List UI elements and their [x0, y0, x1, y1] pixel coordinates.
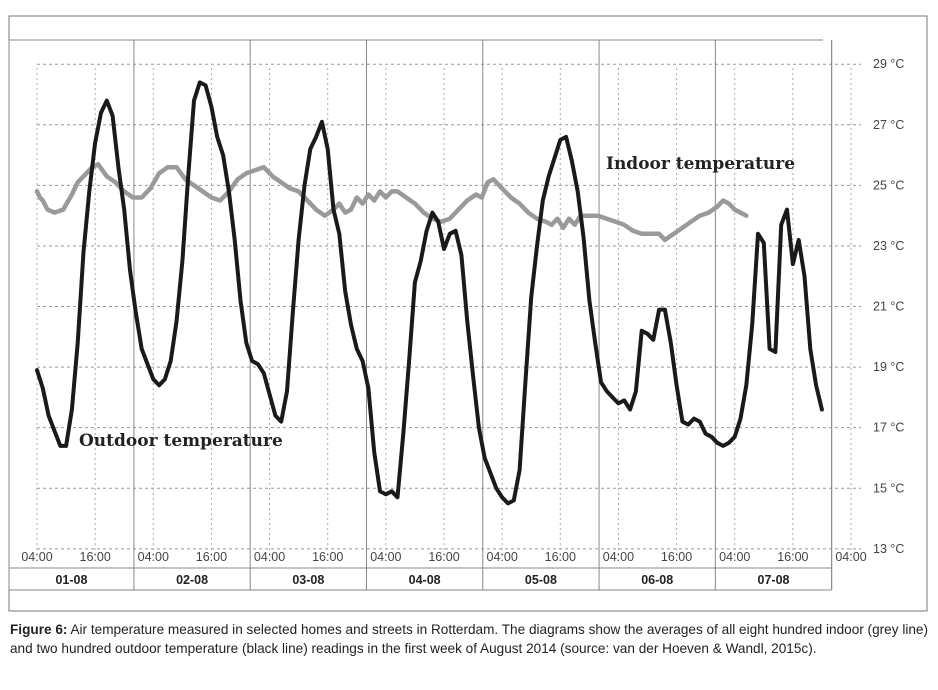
y-tick-label: 15 °C — [873, 481, 904, 495]
x-tick-label: 16:00 — [196, 550, 227, 564]
y-tick-label: 25 °C — [873, 178, 904, 192]
y-tick-label: 21 °C — [873, 300, 904, 314]
x-tick-label: 04:00 — [138, 550, 169, 564]
day-label: 01-08 — [55, 573, 87, 587]
x-tick-label: 16:00 — [80, 550, 111, 564]
caption-label: Figure 6: — [10, 622, 68, 637]
x-tick-label: 16:00 — [777, 550, 808, 564]
y-tick-label: 13 °C — [873, 542, 904, 556]
x-tick-label: 16:00 — [312, 550, 343, 564]
day-separators — [8, 39, 833, 591]
day-label: 05-08 — [525, 573, 557, 587]
x-tick-label: 04:00 — [487, 550, 518, 564]
day-label: 04-08 — [409, 573, 441, 587]
x-tick-label: 04:00 — [835, 550, 866, 564]
y-tick-label: 23 °C — [873, 239, 904, 253]
outdoor-temperature-line — [35, 80, 824, 506]
indoor-temperature-line — [34, 161, 749, 243]
y-tick-label: 27 °C — [873, 118, 904, 132]
x-tick-label: 04:00 — [254, 550, 285, 564]
day-label: 03-08 — [292, 573, 324, 587]
x-tick-label: 16:00 — [661, 550, 692, 564]
y-tick-label: 17 °C — [873, 421, 904, 435]
x-tick-label: 16:00 — [545, 550, 576, 564]
x-tick-label: 04:00 — [21, 550, 52, 564]
caption-text: Air temperature measured in selected hom… — [10, 622, 929, 656]
indoor-temperature-label: Indoor temperature — [606, 154, 795, 174]
day-labels: 01-08 02-08 03-08 04-08 05-08 06-08 07-08 — [55, 573, 789, 587]
x-tick-label: 04:00 — [719, 550, 750, 564]
chart-grid — [36, 63, 861, 557]
day-label: 06-08 — [641, 573, 673, 587]
outdoor-temperature-label: Outdoor temperature — [79, 431, 283, 451]
series-lines — [34, 80, 824, 506]
x-tick-label: 16:00 — [428, 550, 459, 564]
y-axis-ticks: 29 °C 27 °C 25 °C 23 °C 21 °C 19 °C 17 °C 15 °C… — [873, 57, 904, 556]
x-axis-ticks: 04:00 16:00 04:00 16:00 04:00 16:00 04:00 16:00… — [21, 550, 866, 564]
figure-caption: Figure 6: Air temperature measured in se… — [10, 620, 928, 658]
day-label: 02-08 — [176, 573, 208, 587]
y-tick-label: 29 °C — [873, 57, 904, 71]
y-tick-label: 19 °C — [873, 360, 904, 374]
x-tick-label: 04:00 — [603, 550, 634, 564]
x-tick-label: 04:00 — [370, 550, 401, 564]
day-label: 07-08 — [758, 573, 790, 587]
